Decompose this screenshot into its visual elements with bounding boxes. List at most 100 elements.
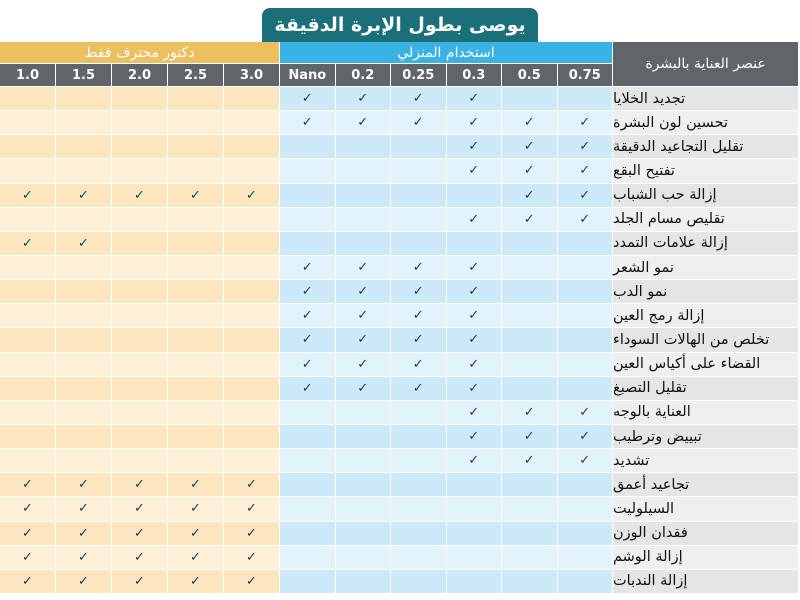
table-cell: [335, 159, 391, 184]
size-header: 0.2: [335, 64, 391, 87]
table-cell: ✓: [112, 497, 168, 522]
row-label: تشديد: [613, 449, 799, 474]
check-icon: ✓: [523, 139, 535, 155]
table-cell: ✓: [446, 352, 502, 377]
check-icon: ✓: [134, 501, 145, 517]
check-icon: ✓: [357, 260, 369, 276]
check-icon: ✓: [357, 308, 369, 324]
check-icon: ✓: [579, 404, 591, 420]
table-cell: ✓: [446, 111, 502, 136]
table-cell: [224, 449, 280, 474]
check-icon: ✓: [22, 573, 33, 589]
table-cell: ✓: [446, 255, 502, 281]
table-cell: ✓: [56, 497, 112, 522]
check-icon: ✓: [301, 380, 313, 396]
check-icon: ✓: [301, 115, 313, 131]
table-cell: [0, 352, 56, 377]
check-icon: ✓: [246, 549, 257, 565]
check-icon: ✓: [301, 332, 313, 348]
size-header: 0.3: [446, 64, 502, 87]
table-cell: [0, 449, 56, 474]
table-cell: [168, 255, 224, 281]
check-icon: ✓: [412, 356, 424, 372]
table-cell: ✓: [557, 135, 613, 160]
table-cell: [446, 497, 502, 522]
table-cell: ✓: [0, 521, 56, 546]
table-cell: [112, 280, 168, 305]
table-cell: [0, 207, 56, 232]
table-cell: ✓: [335, 87, 391, 112]
table-cell: [112, 87, 168, 112]
table-cell: ✓: [280, 280, 336, 305]
table-cell: [56, 159, 112, 184]
table-cell: [557, 87, 613, 112]
table-cell: [280, 449, 336, 474]
row-label: إزالة رمج العين: [613, 304, 799, 329]
table-cell: [0, 304, 56, 329]
table-cell: [112, 111, 168, 136]
row-label: إزالة الندبات: [613, 569, 799, 594]
table-cell: [56, 352, 112, 377]
table-cell: [168, 424, 224, 450]
check-icon: ✓: [579, 429, 591, 445]
table-cell: [557, 376, 613, 401]
table-cell: ✓: [168, 497, 224, 522]
table-cell: ✓: [280, 352, 336, 377]
table-cell: [112, 424, 168, 450]
table-cell: ✓: [446, 87, 502, 112]
check-icon: ✓: [468, 404, 480, 420]
table-cell: [391, 497, 447, 522]
table-cell: [0, 280, 56, 305]
table-cell: [502, 376, 558, 401]
table-cell: [0, 376, 56, 401]
table-cell: [502, 521, 558, 546]
table-cell: [557, 255, 613, 281]
check-icon: ✓: [468, 429, 480, 445]
table-cell: [112, 352, 168, 377]
table-cell: [56, 255, 112, 281]
check-icon: ✓: [134, 525, 145, 541]
check-icon: ✓: [468, 284, 480, 300]
table-cell: [335, 521, 391, 546]
table-cell: ✓: [224, 497, 280, 522]
table-cell: ✓: [0, 497, 56, 522]
table-cell: [335, 569, 391, 594]
size-header: 2.0: [112, 64, 168, 87]
table-cell: ✓: [502, 449, 558, 474]
table-cell: [280, 497, 336, 522]
table-cell: ✓: [391, 111, 447, 136]
table-cell: [224, 376, 280, 401]
table-cell: [168, 207, 224, 232]
check-icon: ✓: [468, 380, 480, 396]
table-cell: ✓: [335, 304, 391, 329]
row-label: القضاء على أكياس العين: [613, 352, 799, 377]
table-cell: [224, 400, 280, 425]
check-icon: ✓: [246, 573, 257, 589]
table-cell: ✓: [557, 449, 613, 474]
table-cell: ✓: [224, 545, 280, 570]
table-cell: [224, 352, 280, 377]
table-cell: ✓: [224, 183, 280, 208]
table-cell: ✓: [0, 545, 56, 570]
table-cell: ✓: [557, 111, 613, 136]
table-cell: [56, 135, 112, 160]
table-cell: [391, 135, 447, 160]
table-cell: [56, 400, 112, 425]
check-icon: ✓: [412, 260, 424, 276]
table-cell: ✓: [168, 545, 224, 570]
table-cell: ✓: [446, 207, 502, 232]
table-cell: [168, 352, 224, 377]
table-cell: ✓: [224, 569, 280, 594]
check-icon: ✓: [468, 115, 480, 131]
check-icon: ✓: [357, 284, 369, 300]
check-icon: ✓: [468, 211, 480, 227]
check-icon: ✓: [357, 380, 369, 396]
table-cell: ✓: [502, 400, 558, 425]
check-icon: ✓: [301, 260, 313, 276]
check-icon: ✓: [523, 429, 535, 445]
table-cell: [335, 231, 391, 256]
table-cell: ✓: [391, 352, 447, 377]
check-icon: ✓: [246, 525, 257, 541]
table-cell: [0, 87, 56, 112]
table-cell: [557, 352, 613, 377]
